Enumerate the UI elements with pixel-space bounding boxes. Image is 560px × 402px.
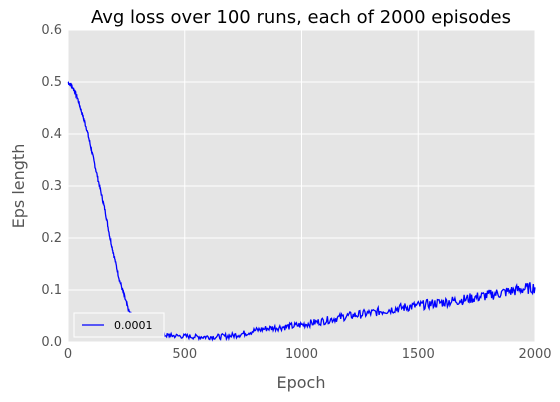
- y-tick-label: 0.5: [41, 75, 62, 90]
- y-tick-label: 0.0: [41, 335, 62, 350]
- tick-labels: 0 500 1000 1500 2000 0.0 0.1 0.2 0.3 0.4 0.5 0.6: [41, 23, 551, 362]
- x-tick-label: 2000: [518, 347, 551, 362]
- legend-entry-label: 0.0001: [114, 319, 153, 332]
- x-axis-label: Epoch: [277, 373, 326, 392]
- y-tick-label: 0.2: [41, 231, 62, 246]
- y-axis-label: Eps length: [9, 144, 28, 229]
- grid: [67, 29, 536, 343]
- y-tick-label: 0.6: [41, 23, 62, 38]
- y-tick-label: 0.3: [41, 179, 62, 194]
- x-tick-label: 1500: [402, 347, 435, 362]
- series-line-0: [67, 81, 536, 342]
- x-tick-label: 500: [172, 347, 197, 362]
- y-tick-label: 0.1: [41, 283, 62, 298]
- y-tick-label: 0.4: [41, 127, 62, 142]
- x-tick-label: 0: [64, 347, 72, 362]
- legend: 0.0001: [73, 312, 165, 338]
- chart-title: Avg loss over 100 runs, each of 2000 epi…: [91, 7, 511, 28]
- legend-box: [73, 312, 165, 338]
- x-tick-label: 1000: [285, 347, 318, 362]
